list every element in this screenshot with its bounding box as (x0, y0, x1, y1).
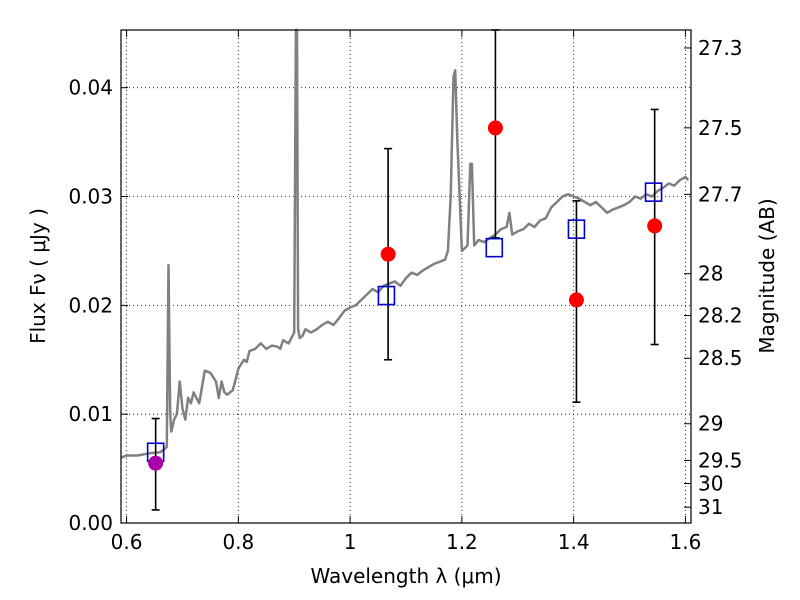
y-tick-label: 0.03 (68, 185, 113, 209)
plot-frame (120, 29, 692, 524)
y-tick-label: 0.02 (68, 293, 113, 317)
spectrum-layer (120, 28, 690, 459)
right-tick-label: 29.5 (698, 448, 743, 472)
model-flux-square (644, 182, 663, 202)
observed-flux-point (487, 120, 503, 136)
x-tick-label: 0.8 (222, 530, 254, 554)
y-tick-label: 0.00 (68, 511, 113, 535)
right-tick-label: 27.7 (698, 182, 743, 206)
right-tick-label: 31 (698, 495, 723, 519)
x-tick-label: 1.6 (670, 530, 702, 554)
observed-flux-point (568, 292, 584, 308)
x-tick-label: 0.6 (111, 530, 143, 554)
y-tick-label: 0.01 (68, 402, 113, 426)
x-axis-label: Wavelength λ (μm) (310, 564, 501, 588)
x-tick-label: 1 (344, 530, 357, 554)
y-axis-label: Flux Fν ( μJy ) (26, 208, 50, 344)
right-tick-label: 27.3 (698, 36, 743, 60)
x-tick-label: 1.4 (558, 530, 590, 554)
x-tick-label: 1.2 (446, 530, 478, 554)
right-tick-label: 28.2 (698, 304, 743, 328)
right-tick-label: 28 (698, 262, 723, 286)
right-axis-label: Magnitude (AB) (755, 198, 779, 353)
observed-flux-point (148, 455, 164, 471)
right-tick-label: 30 (698, 471, 723, 495)
model-flux-square (567, 219, 586, 239)
model-flux-square (377, 285, 396, 306)
marker-layer (146, 120, 663, 471)
y-tick-label: 0.04 (68, 76, 113, 100)
model-flux-square (485, 237, 504, 258)
right-tick-label: 27.5 (698, 116, 743, 140)
observed-flux-point (647, 218, 663, 234)
observed-flux-point (380, 246, 396, 262)
spectrum-line (120, 28, 690, 459)
x-axis-ticks: 0.6 0.8 1 1.2 1.4 1.6 (111, 30, 702, 554)
right-tick-label: 29 (698, 412, 723, 436)
right-tick-label: 28.5 (698, 346, 743, 370)
y-axis-ticks: 0.00 0.01 0.02 0.03 0.04 (68, 76, 128, 535)
